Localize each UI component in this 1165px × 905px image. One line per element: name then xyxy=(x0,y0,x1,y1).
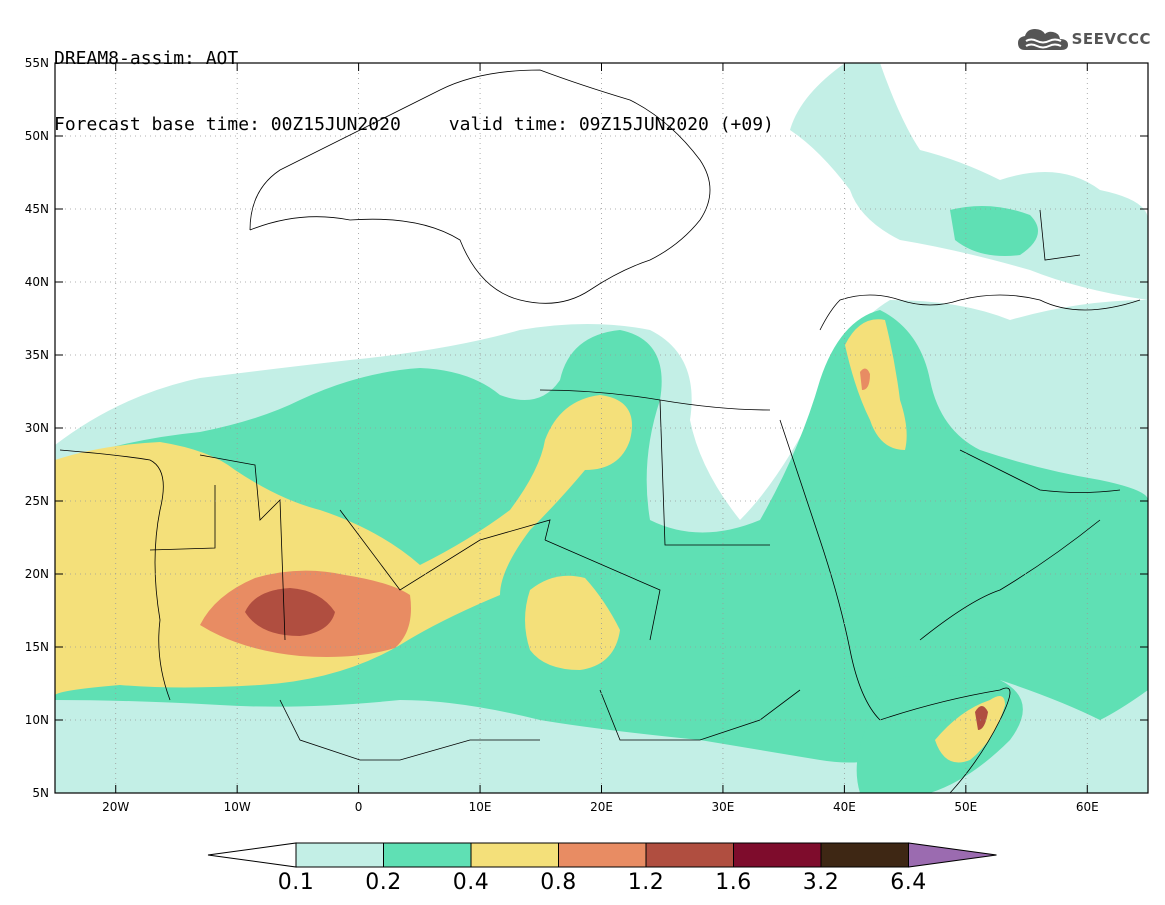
aot-contour-01-north xyxy=(790,63,1148,300)
aot-field xyxy=(55,63,1148,793)
colorbar-under-arrow xyxy=(207,842,297,868)
colorbar-label: 0.1 xyxy=(277,870,315,895)
aot-contour-04 xyxy=(55,395,632,695)
colorbar-label: 0.2 xyxy=(365,870,402,895)
aot-contour-08-iraq xyxy=(860,368,870,390)
lon-tick-label: 50E xyxy=(954,800,977,814)
aot-contour-04-chad xyxy=(525,575,620,670)
aot-contour-04-iraq xyxy=(845,319,907,450)
colorbar-bin xyxy=(383,842,472,868)
lat-tick-label: 15N xyxy=(25,640,49,654)
lat-tick-label: 20N xyxy=(25,567,49,581)
map-header: DREAM8-assim: AOT Forecast base time: 00… xyxy=(54,4,774,158)
lat-tick-label: 10N xyxy=(25,713,49,727)
colorbar xyxy=(207,842,997,868)
forecast-base-time: Forecast base time: 00Z15JUN2020 xyxy=(54,114,401,135)
lon-tick-label: 20E xyxy=(590,800,613,814)
lon-tick-label: 30E xyxy=(712,800,735,814)
logo-text: SEEVCCC xyxy=(1071,30,1151,48)
lat-tick-label: 30N xyxy=(25,421,49,435)
lat-tick-label: 55N xyxy=(25,56,49,70)
colorbar-label: 3.2 xyxy=(802,870,840,895)
lon-tick-label: 40E xyxy=(833,800,856,814)
lat-tick-label: 25N xyxy=(25,494,49,508)
lat-tick-label: 40N xyxy=(25,275,49,289)
lat-tick-label: 5N xyxy=(32,786,49,800)
colorbar-label: 0.8 xyxy=(540,870,577,895)
lat-tick-label: 45N xyxy=(25,202,49,216)
colorbar-bin xyxy=(645,842,734,868)
colorbar-label: 1.2 xyxy=(627,870,665,895)
political-boundaries xyxy=(59,69,1141,794)
colorbar-over-arrow xyxy=(908,842,997,868)
aot-contour-12 xyxy=(245,588,335,636)
map-title: DREAM8-assim: AOT xyxy=(54,48,239,69)
colorbar-bin xyxy=(470,842,559,868)
lon-tick-label: 20W xyxy=(102,800,129,814)
lat-tick-label: 35N xyxy=(25,348,49,362)
colorbar-bin xyxy=(558,842,647,868)
colorbar-label: 1.6 xyxy=(715,870,752,895)
valid-time: valid time: 09Z15JUN2020 (+09) xyxy=(448,114,774,135)
cloud-icon xyxy=(1017,29,1068,50)
lat-tick-label: 50N xyxy=(25,129,49,143)
seevccc-logo: SEEVCCC xyxy=(1017,26,1151,52)
lon-tick-label: 60E xyxy=(1076,800,1099,814)
lon-tick-label: 0 xyxy=(355,800,363,814)
colorbar-label: 6.4 xyxy=(890,870,927,895)
colorbar-bin xyxy=(295,842,384,868)
lon-tick-label: 10E xyxy=(469,800,492,814)
axis-ticks: 20W 10W 0 10E 20E 30E 40E 50E 60E 5N 10N 15N 20N 25N 3… xyxy=(25,56,1148,814)
aot-contour-02-caucasus xyxy=(950,206,1038,256)
colorbar-label: 0.4 xyxy=(452,870,490,895)
lon-tick-label: 10W xyxy=(224,800,251,814)
colorbar-bin xyxy=(820,842,909,868)
aot-contour-12-somalia xyxy=(975,706,988,730)
colorbar-bin xyxy=(733,842,822,868)
